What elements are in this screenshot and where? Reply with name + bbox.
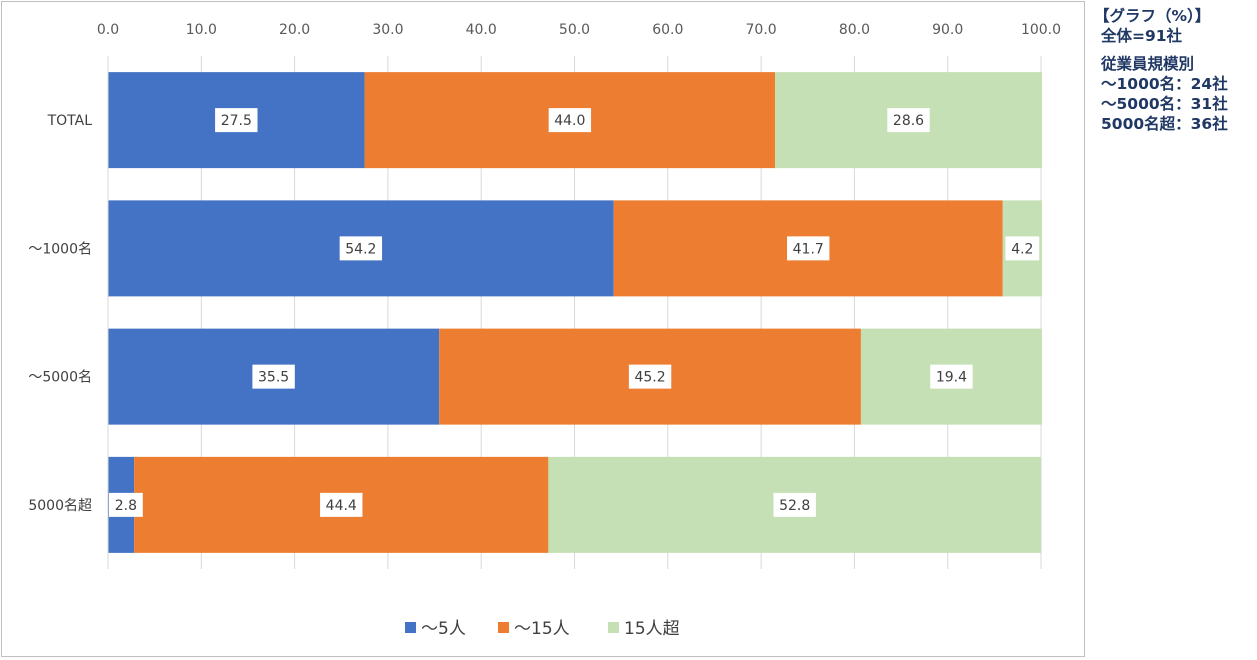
note-title: 【グラフ（%）】: [1094, 7, 1211, 25]
data-label-box: [1005, 236, 1040, 261]
legend-label: 15人超: [624, 619, 680, 639]
x-tick-label: 80.0: [839, 22, 870, 38]
data-label: 19.4: [936, 370, 967, 386]
data-label: 27.5: [221, 113, 252, 129]
x-tick-label: 20.0: [279, 22, 310, 38]
legend-swatch: [608, 622, 619, 633]
note-total-count: 全体=91社: [1101, 27, 1183, 45]
data-label-box: [215, 108, 258, 133]
chart-area: 0.0 10.0 20.0 30.0 40.0 50.0 60.0 70.0 80.0 90.0 1…: [1, 1, 1085, 657]
x-tick-label: 0.0: [97, 22, 119, 38]
data-label-box: [930, 364, 973, 389]
data-label: 35.5: [258, 370, 289, 386]
data-label-box: [320, 492, 363, 517]
data-label: 44.4: [326, 498, 357, 514]
x-tick-label: 30.0: [372, 22, 403, 38]
y-tick-label: ～5000名: [28, 370, 92, 386]
note-count-over-5000: 5000名超：36社: [1101, 115, 1228, 133]
y-tick-label: TOTAL: [47, 113, 93, 129]
x-tick-label: 40.0: [466, 22, 497, 38]
data-label: 44.0: [554, 113, 585, 129]
y-tick-label: 5000名超: [28, 498, 92, 514]
legend-swatch: [405, 622, 416, 633]
legend-swatch: [498, 622, 509, 633]
data-label-box: [339, 236, 383, 261]
data-label: 4.2: [1011, 241, 1033, 257]
y-tick-label: ～1000名: [28, 241, 92, 257]
data-label: 41.7: [793, 241, 824, 257]
chart-note: 【グラフ（%）】 全体=91社 従業員規模別 ～1000名：24社 ～5000名…: [1094, 6, 1228, 134]
note-count-5000: ～5000名：31社: [1101, 95, 1228, 113]
stacked-bar-chart: 0.0 10.0 20.0 30.0 40.0 50.0 60.0 70.0 80.0 90.0 1…: [28, 22, 1061, 639]
data-label: 52.8: [779, 498, 810, 514]
data-label-box: [773, 492, 816, 517]
x-tick-label: 70.0: [746, 22, 777, 38]
data-label: 45.2: [634, 370, 665, 386]
legend-label: ～15人: [514, 619, 570, 639]
data-label-box: [252, 364, 295, 389]
data-label-box: [887, 108, 930, 133]
note-count-1000: ～1000名：24社: [1101, 75, 1228, 93]
note-breakdown-heading: 従業員規模別: [1101, 55, 1195, 73]
x-tick-label: 90.0: [932, 22, 963, 38]
data-label-box: [628, 364, 672, 389]
data-label-box: [109, 492, 143, 517]
x-tick-label: 60.0: [652, 22, 683, 38]
x-tick-label: 10.0: [186, 22, 217, 38]
data-label: 28.6: [893, 113, 924, 129]
data-label-box: [787, 236, 830, 261]
x-tick-label: 100.0: [1021, 22, 1061, 38]
data-label: 2.8: [115, 498, 137, 514]
x-tick-label: 50.0: [559, 22, 590, 38]
data-label-box: [548, 108, 592, 133]
data-label: 54.2: [345, 241, 376, 257]
legend-label: ～5人: [421, 619, 466, 639]
